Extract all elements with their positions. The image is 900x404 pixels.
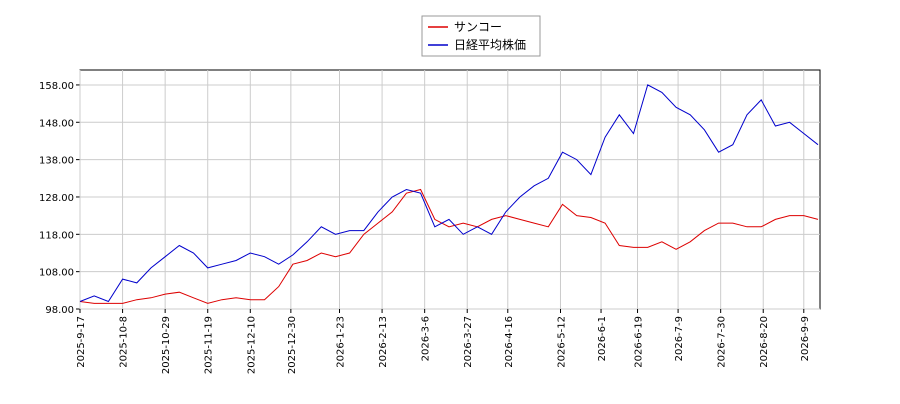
x-tick-label: 2025-11-19 [204, 316, 215, 374]
series-line [79, 84, 819, 303]
x-tick-label: 2025-12-10 [246, 316, 257, 374]
y-tick-label: 118.00 [39, 230, 74, 241]
y-tick-label: 148.00 [39, 118, 74, 129]
y-tick-label: 108.00 [39, 268, 74, 279]
legend-label: サンコー [454, 20, 502, 34]
series-line [79, 188, 819, 304]
legend-label: 日経平均株価 [454, 37, 526, 52]
x-tick-label: 2026-1-23 [336, 316, 347, 368]
x-tick-label: 2026-6-19 [634, 316, 645, 368]
x-tick-label: 2025-9-17 [76, 316, 87, 368]
x-tick-label: 2026-8-20 [759, 316, 770, 368]
x-tick-label: 2026-7-30 [717, 316, 728, 368]
legend-box [421, 15, 541, 57]
y-tick-label: 128.00 [39, 193, 74, 204]
x-tick-label: 2025-12-30 [287, 316, 298, 374]
x-tick-label: 2025-10-8 [119, 316, 130, 368]
plot-frame [79, 69, 821, 310]
x-tick-label: 2026-3-27 [463, 316, 474, 368]
x-tick-label: 2026-6-1 [597, 316, 608, 361]
x-tick-label: 2026-3-6 [421, 316, 432, 361]
x-tick-label: 2025-10-29 [161, 316, 172, 374]
x-tick-label: 2026-7-9 [674, 316, 685, 361]
y-tick-label: 158.00 [39, 81, 74, 92]
x-tick-label: 2026-2-13 [378, 316, 389, 368]
x-tick-label: 2026-5-12 [556, 316, 567, 368]
y-tick-label: 98.00 [45, 305, 74, 316]
y-tick-label: 138.00 [39, 156, 74, 167]
x-tick-label: 2026-4-16 [504, 316, 515, 368]
x-tick-label: 2026-9-9 [800, 316, 811, 361]
